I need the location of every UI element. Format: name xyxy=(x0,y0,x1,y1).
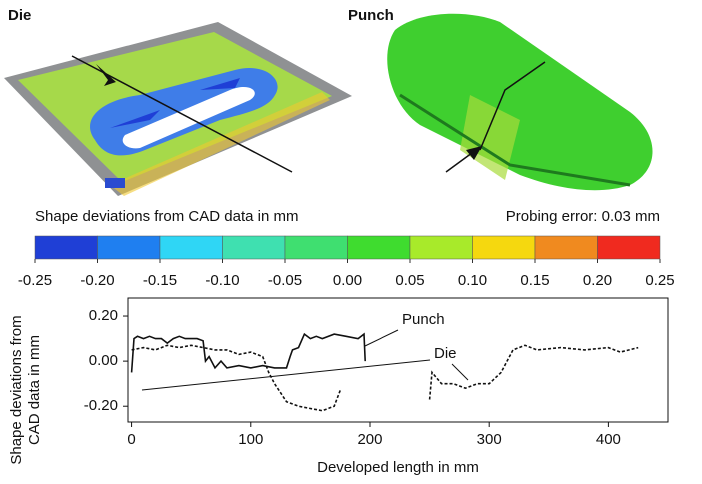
x-axis-label: Developed length in mm xyxy=(317,459,479,476)
image-label: Die xyxy=(8,7,31,24)
tick-label: 0.20 xyxy=(583,272,612,289)
annotation: Probing error: 0.03 mm xyxy=(506,208,660,225)
series-line xyxy=(132,345,639,410)
tick-label: 0.05 xyxy=(395,272,424,289)
tick-label: 0.15 xyxy=(520,272,549,289)
die-render xyxy=(4,22,352,196)
tick-label: 0.25 xyxy=(645,272,674,289)
x-tick-label: 400 xyxy=(596,431,621,448)
chart: Die Punch Shape deviations from CAD data… xyxy=(0,0,702,484)
leader-line xyxy=(142,360,430,390)
y-tick-label: -0.20 xyxy=(84,397,118,414)
series-label: Die xyxy=(434,345,457,362)
series-label: Punch xyxy=(402,311,445,328)
y-tick-label: 0.00 xyxy=(89,352,118,369)
tick-label: 0.00 xyxy=(333,272,362,289)
color-bin xyxy=(473,236,536,259)
leader-line xyxy=(452,364,468,380)
plot-frame xyxy=(128,298,668,422)
tick-label: -0.20 xyxy=(80,272,114,289)
tick-label: -0.10 xyxy=(205,272,239,289)
punch-render xyxy=(387,14,652,190)
color-bin xyxy=(160,236,223,259)
color-bin xyxy=(598,236,661,259)
y-tick-label: 0.20 xyxy=(89,307,118,324)
color-bin xyxy=(223,236,286,259)
image-label: Punch xyxy=(348,7,394,24)
color-bin xyxy=(535,236,598,259)
color-bin xyxy=(348,236,411,259)
color-bin xyxy=(410,236,473,259)
tick-label: -0.15 xyxy=(143,272,177,289)
figure: Die Punch Shape deviations from CAD data… xyxy=(0,0,702,484)
y-axis-label: Shape deviations from CAD data in mm xyxy=(8,310,44,470)
series-line xyxy=(132,334,366,372)
color-bin xyxy=(98,236,161,259)
tick-label: 0.10 xyxy=(458,272,487,289)
colorbar-title: Shape deviations from CAD data in mm xyxy=(35,208,298,225)
x-tick-label: 200 xyxy=(357,431,382,448)
x-tick-label: 100 xyxy=(238,431,263,448)
x-tick-label: 300 xyxy=(477,431,502,448)
leader-line xyxy=(365,330,398,346)
tick-label: -0.05 xyxy=(268,272,302,289)
tick-label: -0.25 xyxy=(18,272,52,289)
x-tick-label: 0 xyxy=(127,431,135,448)
color-bin xyxy=(285,236,348,259)
color-bin xyxy=(35,236,98,259)
